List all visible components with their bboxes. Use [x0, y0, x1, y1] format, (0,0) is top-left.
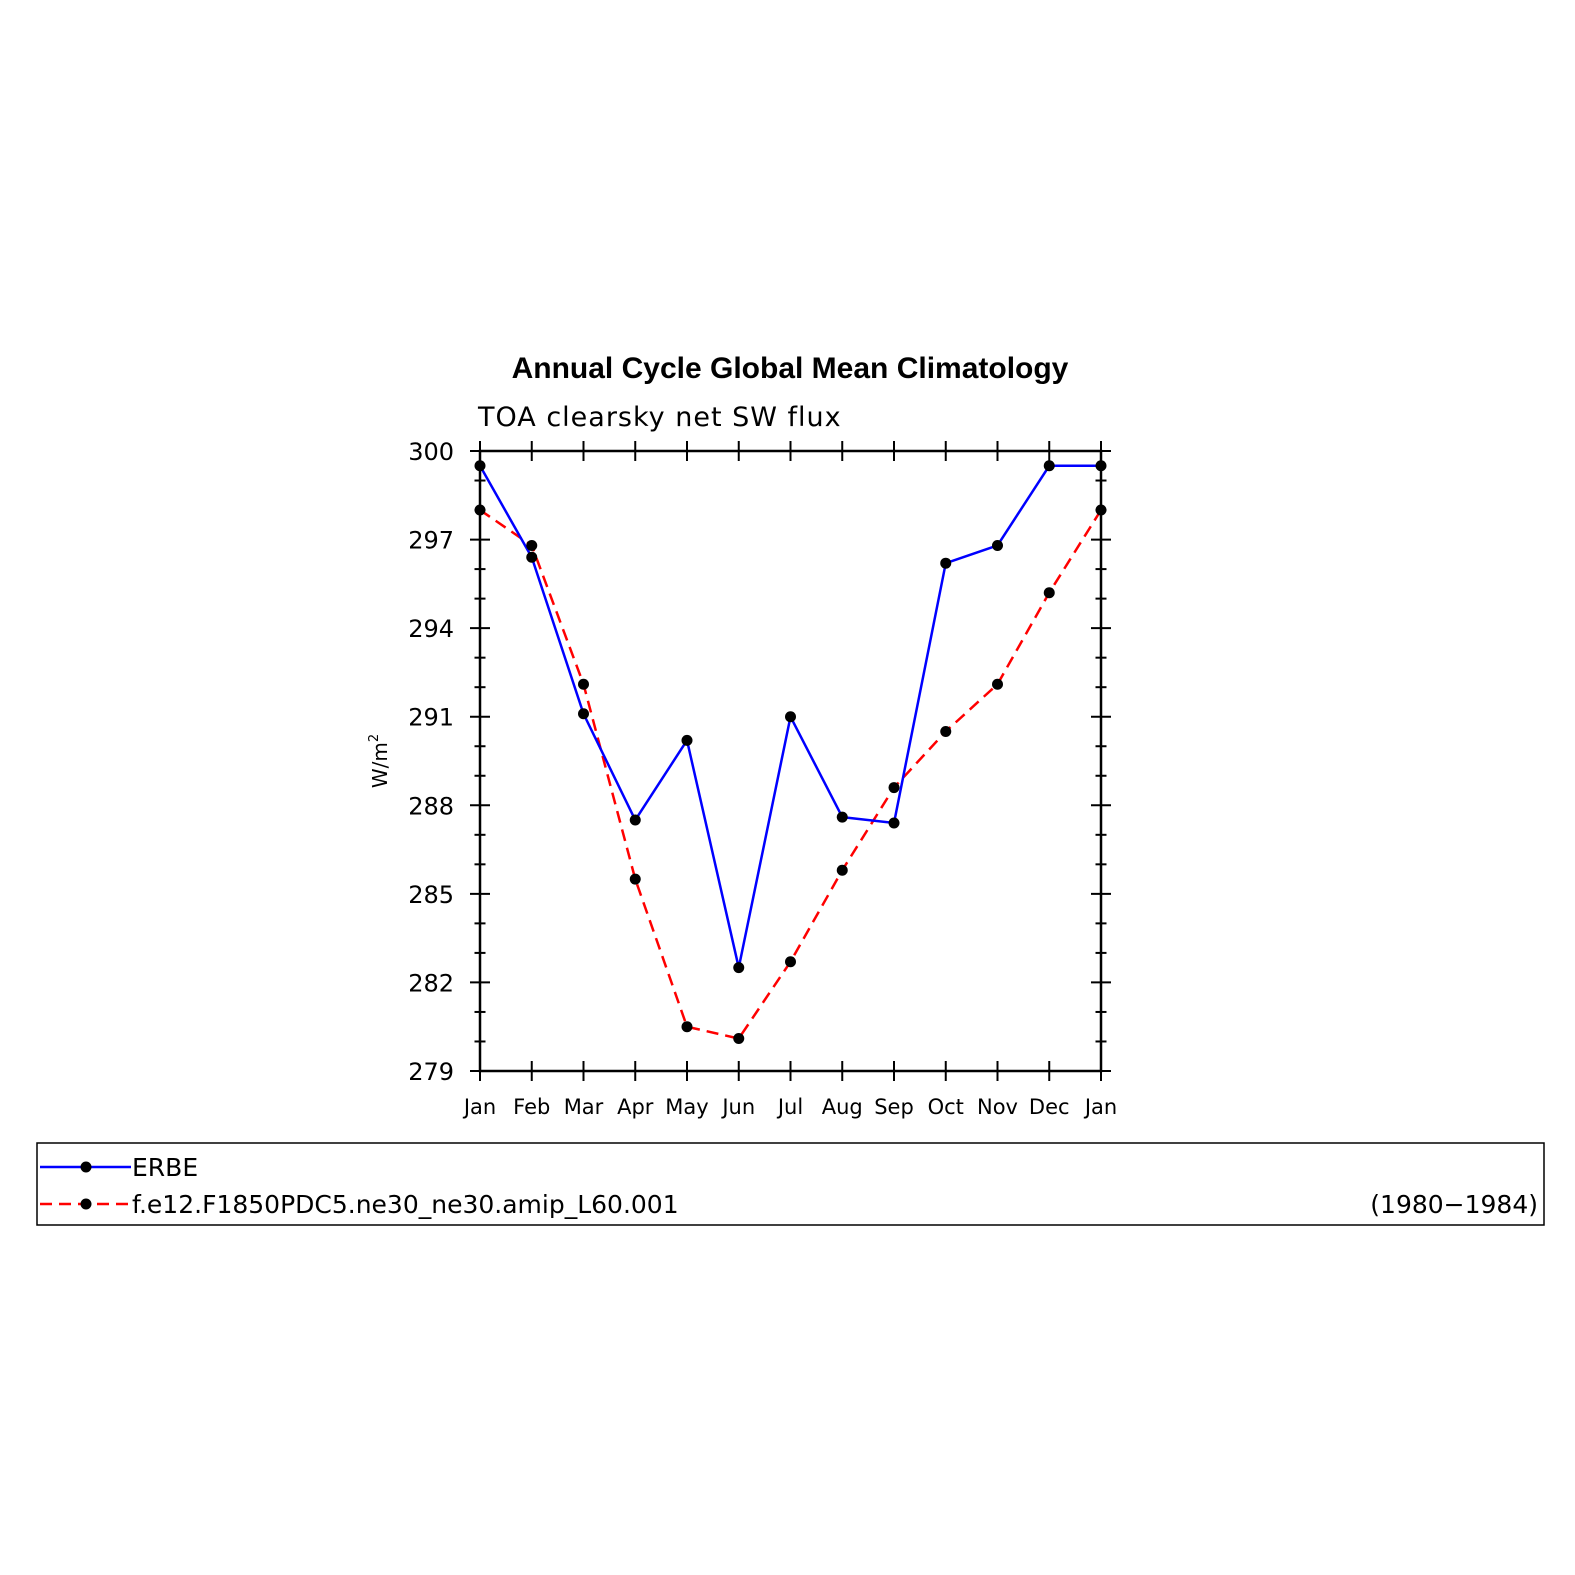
x-tick-label: Sep	[874, 1095, 914, 1119]
y-axis-label: W/m2	[367, 734, 392, 788]
data-point-model	[785, 956, 796, 968]
x-tick-label: Jan	[1083, 1095, 1117, 1119]
y-tick-label: 279	[408, 1058, 454, 1086]
data-point-erbe	[992, 539, 1003, 551]
data-point-erbe	[836, 811, 848, 823]
y-tick-label: 294	[408, 615, 454, 643]
data-point-model	[940, 725, 952, 737]
data-point-model	[578, 678, 589, 690]
legend: ERBE f.e12.F1850PDC5.ne30_ne30.amip_L60.0…	[36, 1142, 1545, 1226]
y-axis-label-superscript: 2	[367, 734, 382, 742]
y-tick-label: 300	[408, 438, 454, 466]
data-point-erbe	[940, 557, 952, 569]
x-tick-label: Nov	[977, 1095, 1018, 1119]
data-point-erbe	[681, 734, 693, 746]
legend-label: f.e12.F1850PDC5.ne30_ne30.amip_L60.001	[132, 1190, 679, 1219]
legend-label: ERBE	[132, 1153, 198, 1182]
data-point-erbe	[733, 962, 745, 974]
y-axis-label-text: W/m	[368, 742, 392, 788]
x-tick-label: Mar	[564, 1095, 604, 1119]
legend-box	[36, 1142, 1545, 1226]
data-point-erbe	[578, 708, 589, 720]
data-point-model	[629, 873, 641, 885]
axes: 279 282 285 288 291 294 297 300 Jan Feb Mar Apr May J…	[408, 438, 1117, 1119]
x-tick-label: Oct	[928, 1095, 964, 1119]
chart-title: Annual Cycle Global Mean Climatology	[512, 352, 1069, 385]
data-point-model	[1043, 587, 1055, 599]
data-point-model	[992, 678, 1003, 690]
data-point-erbe	[888, 817, 900, 829]
data-point-erbe	[474, 460, 486, 472]
data-point-erbe	[526, 551, 538, 563]
data-point-model	[526, 539, 538, 551]
y-tick-label: 288	[408, 792, 454, 820]
x-tick-label: Jan	[462, 1095, 496, 1119]
series-layer	[474, 460, 1107, 1045]
data-point-erbe	[785, 711, 796, 723]
data-point-model	[888, 782, 900, 794]
legend-annotation: (1980−1984)	[1370, 1190, 1538, 1219]
x-tick-label: Apr	[617, 1095, 654, 1119]
data-point-model	[836, 864, 848, 876]
x-tick-label: May	[665, 1095, 708, 1119]
data-point-model	[1095, 504, 1107, 516]
y-tick-label: 291	[408, 704, 454, 732]
data-point-erbe	[1043, 460, 1055, 472]
x-tick-label: Feb	[513, 1095, 550, 1119]
legend-marker	[80, 1198, 92, 1210]
data-point-model	[474, 504, 486, 516]
data-point-model	[733, 1033, 745, 1045]
y-tick-label: 282	[408, 969, 454, 997]
legend-marker	[80, 1161, 92, 1173]
x-tick-label: Jul	[776, 1095, 803, 1119]
svg-text:W/m2: W/m2	[367, 734, 392, 788]
x-tick-label: Aug	[822, 1095, 863, 1119]
y-tick-label: 285	[408, 881, 454, 909]
data-point-erbe	[629, 814, 641, 826]
plot-frame	[478, 449, 1103, 1073]
data-point-erbe	[1095, 460, 1107, 472]
chart-subtitle: TOA clearsky net SW flux	[477, 402, 842, 433]
x-tick-label: Jun	[720, 1095, 755, 1119]
x-tick-label: Dec	[1029, 1095, 1070, 1119]
y-tick-label: 297	[408, 527, 454, 555]
data-point-model	[681, 1021, 693, 1033]
